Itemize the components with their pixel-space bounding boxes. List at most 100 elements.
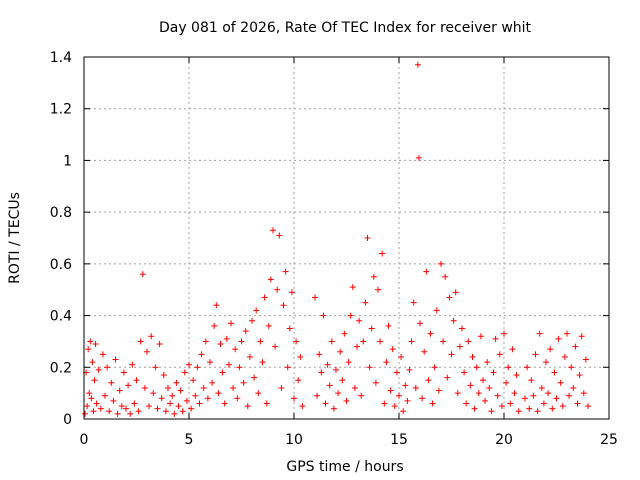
y-tick-label: 1.2: [50, 102, 72, 118]
data-point: [104, 364, 111, 371]
data-point: [293, 338, 300, 345]
data-point: [393, 369, 400, 376]
data-point: [330, 405, 337, 412]
data-point: [198, 351, 205, 358]
data-point: [465, 338, 472, 345]
data-point: [557, 379, 564, 386]
data-point: [162, 408, 169, 415]
data-point: [179, 408, 186, 415]
data-point: [297, 353, 304, 360]
data-point: [207, 359, 213, 366]
data-point: [88, 395, 95, 402]
data-point: [532, 351, 539, 358]
data-point: [530, 392, 537, 399]
data-point: [112, 356, 119, 363]
data-point: [555, 335, 562, 342]
data-point: [440, 338, 447, 345]
data-point: [515, 408, 522, 415]
x-tick-label: 0: [80, 432, 89, 448]
data-point: [415, 154, 422, 161]
data-point: [97, 405, 104, 412]
data-point: [225, 361, 232, 368]
data-point: [396, 392, 402, 399]
data-point: [270, 227, 276, 234]
data-point: [509, 346, 516, 353]
data-point: [284, 364, 291, 371]
data-point: [257, 338, 264, 345]
data-point: [404, 397, 411, 404]
data-point: [463, 400, 470, 407]
data-point: [93, 400, 100, 407]
data-point: [230, 384, 237, 391]
data-point: [498, 403, 505, 410]
data-point: [240, 379, 247, 386]
data-point: [511, 390, 518, 397]
data-point: [454, 390, 461, 397]
data-point: [484, 359, 491, 366]
data-point: [114, 410, 121, 417]
data-point: [410, 299, 417, 306]
data-point: [469, 353, 476, 360]
data-point: [320, 312, 327, 319]
data-point: [429, 400, 436, 407]
data-point: [385, 322, 392, 329]
data-point: [368, 325, 375, 332]
data-point: [391, 403, 398, 410]
data-point: [144, 348, 150, 355]
data-point: [553, 395, 560, 402]
data-point: [536, 330, 543, 337]
data-point: [95, 366, 102, 373]
data-point: [328, 338, 335, 345]
data-point: [217, 341, 224, 348]
data-point: [116, 387, 123, 394]
data-point: [333, 366, 339, 373]
data-point: [86, 390, 93, 397]
data-point: [435, 387, 442, 394]
data-point: [389, 346, 396, 353]
data-point: [513, 372, 520, 379]
data-point: [406, 366, 413, 373]
data-point: [272, 343, 279, 350]
data-point: [234, 395, 241, 402]
data-point: [423, 268, 430, 275]
data-point: [580, 390, 587, 397]
data-point: [165, 384, 171, 391]
data-point: [278, 384, 285, 391]
data-point: [90, 408, 97, 415]
data-point: [324, 361, 331, 368]
data-point: [408, 338, 415, 345]
axis-ticks: 0 5 10 15 20 25 0 0.2 0.4 0.6 0.8 1 1.2 1.4: [50, 50, 618, 448]
data-point: [398, 353, 405, 360]
data-point: [490, 369, 497, 376]
data-point: [244, 403, 251, 410]
data-point: [89, 359, 96, 366]
data-point: [576, 372, 583, 379]
data-point: [259, 359, 266, 366]
data-point: [120, 369, 127, 376]
data-point: [459, 325, 465, 332]
data-point: [322, 400, 329, 407]
grid-layer: [84, 57, 609, 419]
data-point: [534, 408, 541, 415]
data-point: [402, 382, 409, 389]
data-point: [139, 271, 146, 278]
data-point: [318, 369, 325, 376]
data-point: [471, 405, 478, 412]
data-point: [379, 250, 386, 257]
data-point: [150, 390, 157, 397]
data-point: [123, 405, 129, 412]
data-point: [431, 364, 438, 371]
x-tick-label: 5: [185, 432, 194, 448]
data-point: [246, 353, 253, 360]
data-point: [253, 307, 260, 314]
data-point: [417, 320, 423, 327]
data-point: [84, 403, 91, 410]
data-point: [574, 400, 581, 407]
data-point: [314, 392, 321, 399]
data-point: [349, 284, 356, 291]
y-tick-label: 0.2: [50, 360, 72, 376]
data-point: [85, 346, 92, 353]
data-point: [364, 235, 371, 241]
data-point: [158, 395, 165, 402]
